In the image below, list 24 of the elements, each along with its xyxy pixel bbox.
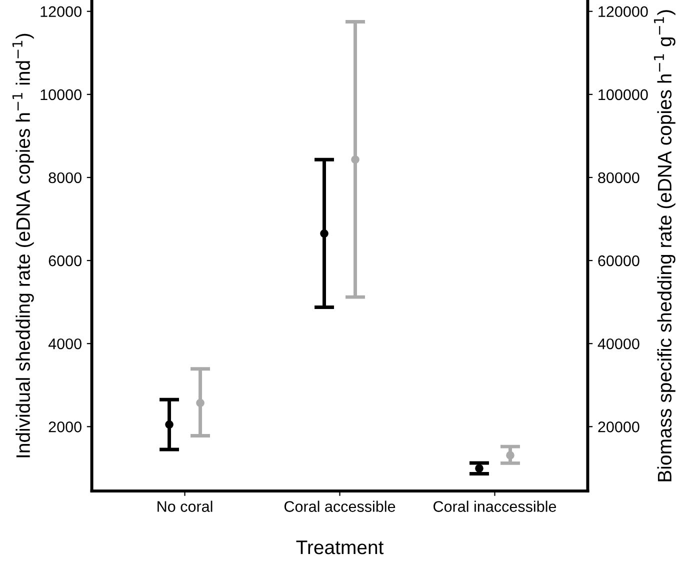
y-axis-title: Individual shedding rate (eDNA copies h$^{−1}$ ind$^{−1}$) <box>12 34 34 458</box>
y-tick-label: 2000 <box>48 422 82 432</box>
point <box>351 155 360 164</box>
y-tick-label: 6000 <box>48 255 82 266</box>
y-tick-label: 12000 <box>40 6 82 18</box>
y2-tick-label: 100000 <box>598 89 648 100</box>
x-tick-label: Coral inaccessible <box>434 500 556 512</box>
x-axis-title: Treatment <box>296 540 384 554</box>
y2-axis-title: Biomass specific shedding rate (eDNA copies h$^{−1}$ g$^{−1}$) <box>654 10 676 482</box>
y-tick-label: 10000 <box>40 89 82 100</box>
point <box>506 451 514 460</box>
y-tick-label: 8000 <box>48 172 82 184</box>
y-tick-label: 4000 <box>48 338 82 350</box>
y2-tick-label: 20000 <box>598 422 640 432</box>
y2-tick-label: 80000 <box>598 172 640 184</box>
point <box>165 420 174 429</box>
point <box>196 398 204 408</box>
point <box>475 464 484 473</box>
y2-tick-label: 60000 <box>598 255 640 266</box>
y2-tick-label: 120000 <box>598 6 648 18</box>
x-tick-label: No coral <box>158 500 212 512</box>
y2-tick-label: 40000 <box>598 338 640 350</box>
point <box>320 229 328 238</box>
x-tick-label: Coral accessible <box>284 500 396 512</box>
